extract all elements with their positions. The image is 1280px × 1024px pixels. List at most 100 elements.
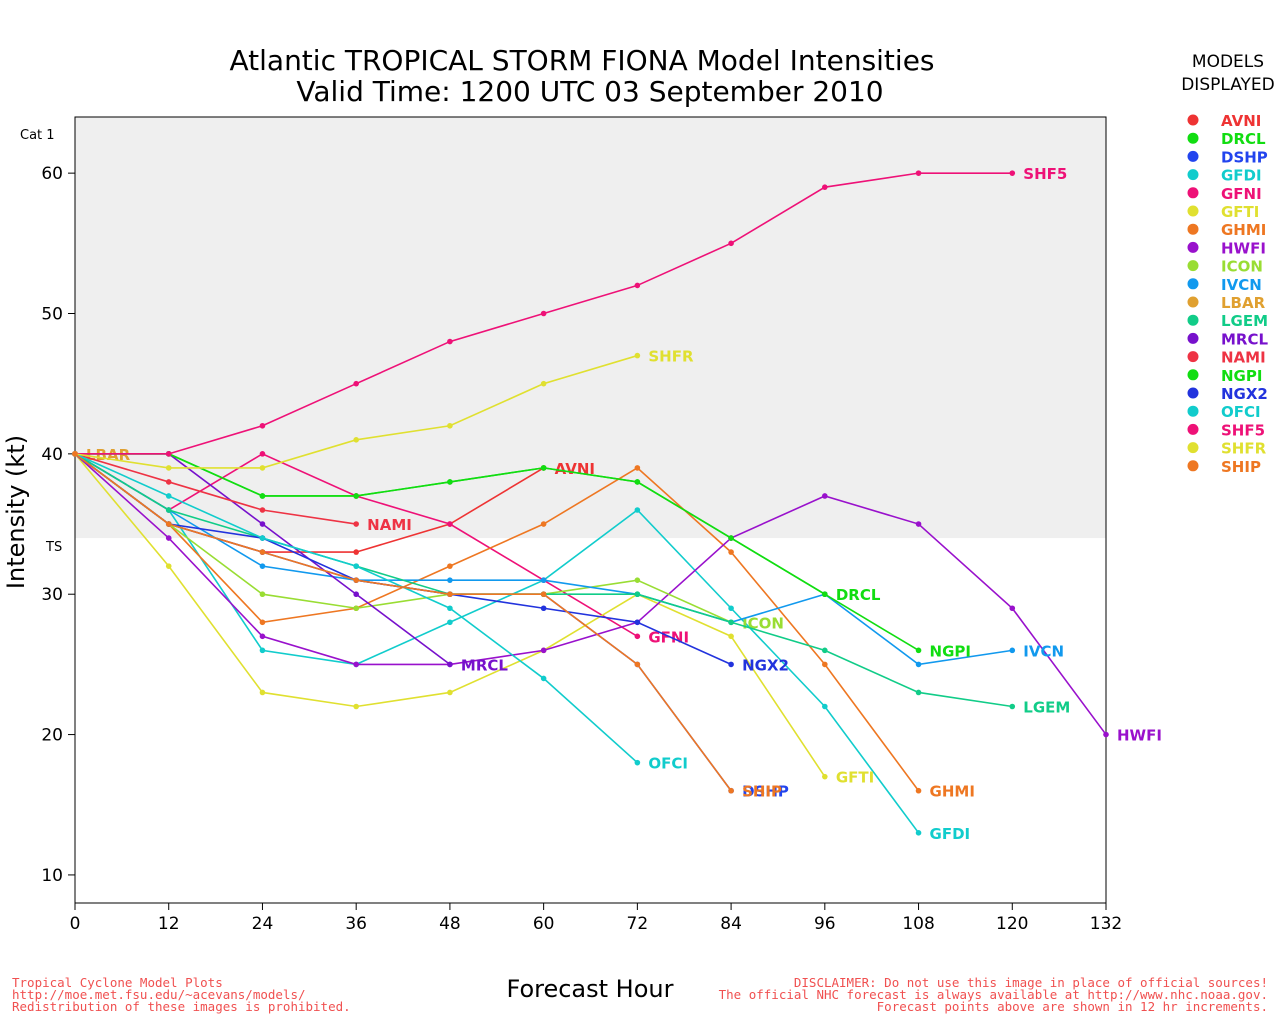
y-tick-label: 30 <box>41 585 63 605</box>
data-point <box>165 507 172 513</box>
data-point <box>259 549 266 555</box>
model-series: AVNIDRCLDSHPGFDIGFNIGFTIGHMIHWFIICONIVCN… <box>72 165 1162 843</box>
x-tick-label: 48 <box>439 914 461 934</box>
data-point <box>634 633 641 640</box>
legend-marker <box>1187 351 1199 363</box>
data-point <box>353 493 359 499</box>
legend-marker <box>1187 114 1199 126</box>
legend-label: OFCI <box>1221 403 1261 421</box>
data-point <box>728 633 734 640</box>
data-point <box>540 591 547 598</box>
data-point <box>353 380 359 387</box>
data-point <box>634 352 641 359</box>
data-point <box>259 451 266 457</box>
data-point <box>353 563 359 569</box>
x-axis: 0 12 24 36 48 60 72 84 96 108 120 132 <box>70 903 1122 934</box>
data-point <box>353 549 359 555</box>
series-shf5: SHF5 <box>72 165 1067 457</box>
data-point <box>447 422 453 429</box>
data-point <box>259 507 266 513</box>
data-point <box>728 787 734 794</box>
legend-marker <box>1187 460 1199 472</box>
series-end-label: SHIP <box>742 783 782 801</box>
series-end-label: IVCN <box>1023 642 1064 660</box>
series-line <box>74 453 732 792</box>
legend-marker <box>1187 296 1199 308</box>
series-end-label: GFTI <box>836 769 874 787</box>
data-point <box>728 605 734 612</box>
data-point <box>540 465 547 471</box>
series-ship: SHIP <box>72 451 782 801</box>
legend-marker <box>1187 369 1199 381</box>
footer-left: Tropical Cyclone Model Plots http://moe.… <box>12 975 351 1014</box>
data-point <box>728 549 734 555</box>
data-point <box>353 605 359 612</box>
legend-item-ship: SHIP <box>1187 458 1261 476</box>
data-point <box>915 647 922 654</box>
series-end-label: NGX2 <box>742 656 789 674</box>
legend-marker <box>1187 241 1199 253</box>
legend-item-gfti: GFTI <box>1187 203 1259 221</box>
legend-label: GFDI <box>1221 167 1262 185</box>
data-point <box>634 619 641 626</box>
data-point <box>353 591 359 598</box>
series-line <box>74 453 357 525</box>
x-tick-label: 36 <box>345 914 367 934</box>
data-point <box>259 493 266 499</box>
legend-marker <box>1187 205 1199 217</box>
legend-marker <box>1187 187 1199 199</box>
data-point <box>259 647 266 654</box>
data-point <box>540 605 547 612</box>
data-point <box>540 675 547 682</box>
x-tick-label: 96 <box>814 914 836 934</box>
series-shfr: SHFR <box>72 348 694 471</box>
data-point <box>259 591 266 598</box>
y-tick-label: 40 <box>41 445 63 465</box>
legend-label: GFNI <box>1221 185 1262 203</box>
legend-label: GHMI <box>1221 221 1266 239</box>
x-tick-label: 72 <box>627 914 649 934</box>
data-point <box>540 521 547 527</box>
legend-label: LGEM <box>1221 312 1268 330</box>
legend-label: NGPI <box>1221 367 1262 385</box>
legend-marker <box>1187 314 1199 326</box>
x-axis-title: Forecast Hour <box>507 975 674 1003</box>
data-point <box>540 647 547 654</box>
data-point <box>447 591 453 598</box>
legend-item-ofci: OFCI <box>1187 403 1261 421</box>
legend-item-dshp: DSHP <box>1187 148 1268 166</box>
data-point <box>634 577 641 583</box>
series-end-label: LBAR <box>86 446 131 464</box>
data-point <box>259 521 266 527</box>
data-point <box>822 647 828 654</box>
data-point <box>259 689 266 696</box>
data-point <box>822 184 828 190</box>
data-point <box>1009 703 1016 710</box>
data-point <box>728 535 734 541</box>
legend-item-mrcl: MRCL <box>1187 330 1268 348</box>
data-point <box>447 689 453 696</box>
x-tick-label: 108 <box>902 914 934 934</box>
x-tick-label: 60 <box>533 914 555 934</box>
series-line <box>75 453 919 652</box>
chart-subtitle: Valid Time: 1200 UTC 03 September 2010 <box>296 75 883 108</box>
data-point <box>447 577 453 583</box>
data-point <box>353 703 359 710</box>
legend-item-lgem: LGEM <box>1187 312 1268 330</box>
series-end-label: NAMI <box>367 516 412 534</box>
series-end-label: ICON <box>742 614 784 632</box>
legend-marker <box>1187 132 1199 144</box>
series-end-label: LGEM <box>1023 699 1070 717</box>
data-point <box>447 521 453 527</box>
series-end-label: GHMI <box>930 783 975 801</box>
legend-item-gfni: GFNI <box>1187 185 1262 203</box>
data-point <box>540 310 547 317</box>
legend-item-drcl: DRCL <box>1187 130 1266 148</box>
series-end-label: DRCL <box>836 586 881 604</box>
data-point <box>165 535 172 541</box>
data-point <box>915 830 922 836</box>
series-line <box>74 453 1107 736</box>
x-tick-label: 120 <box>996 914 1028 934</box>
data-point <box>259 619 266 626</box>
legend-item-shf5: SHF5 <box>1187 421 1265 439</box>
